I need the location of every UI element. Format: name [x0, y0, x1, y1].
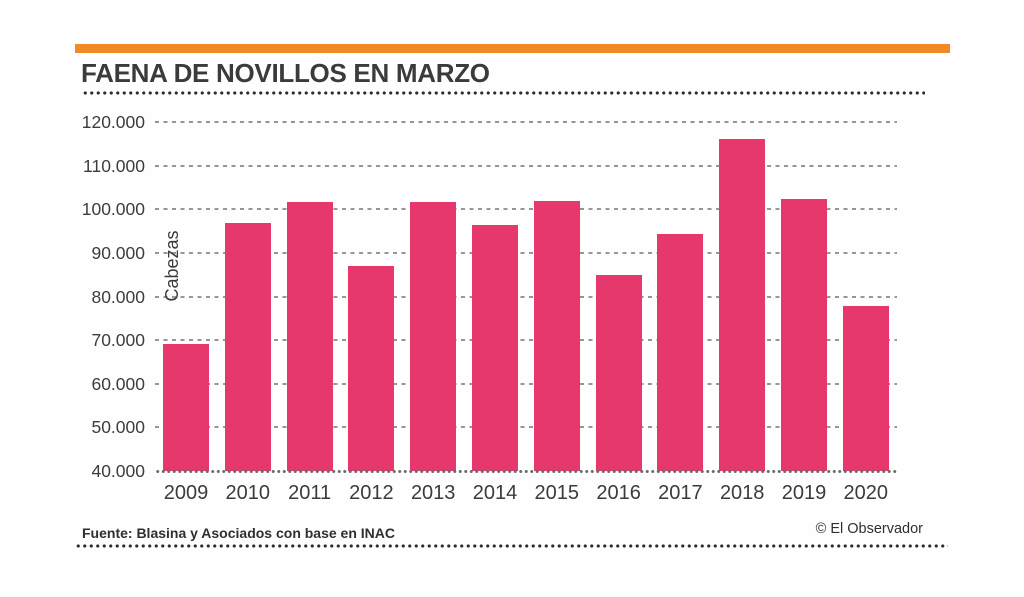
gridline-100000 [155, 208, 897, 211]
y-tick-70000: 70.000 [91, 330, 145, 351]
y-tick-120000: 120.000 [81, 112, 145, 132]
gridline-60000 [155, 382, 897, 385]
footer-divider [75, 544, 948, 548]
bar-2009 [163, 344, 209, 471]
x-tick-2020: 2020 [843, 482, 889, 504]
y-axis-title: Cabezas [162, 230, 182, 302]
accent-bar [75, 44, 950, 53]
gridline-70000 [155, 339, 897, 342]
bar-2019 [781, 199, 827, 471]
x-tick-2010: 2010 [225, 482, 271, 504]
title-divider [82, 91, 925, 95]
y-tick-80000: 80.000 [91, 286, 145, 307]
bar-2017 [657, 234, 704, 471]
x-tick-2012: 2012 [349, 482, 394, 504]
bar-2015 [533, 200, 580, 471]
x-tick-2015: 2015 [534, 482, 580, 504]
chart-title: FAENA DE NOVILLOS EN MARZO [81, 58, 490, 88]
x-tick-2017: 2017 [658, 482, 703, 504]
gridline-90000 [155, 251, 897, 254]
x-tick-2014: 2014 [472, 482, 518, 504]
bar-2018 [719, 139, 766, 471]
gridline-50000 [155, 426, 897, 429]
y-tick-50000: 50.000 [91, 417, 145, 438]
y-tick-60000: 60.000 [91, 373, 145, 394]
y-tick-90000: 90.000 [91, 242, 145, 263]
y-tick-110000: 110.000 [83, 155, 145, 176]
x-tick-2009: 2009 [163, 482, 209, 504]
bar-2013 [410, 202, 457, 471]
bar-2020 [842, 305, 889, 471]
bar-2012 [348, 265, 395, 471]
source-note: Fuente: Blasina y Asociados con base en … [82, 525, 396, 541]
copyright-note: © El Observador [815, 521, 923, 537]
y-tick-40000: 40.000 [91, 461, 145, 481]
x-tick-2011: 2011 [288, 482, 332, 504]
x-tick-2016: 2016 [596, 482, 641, 504]
gridline-40000 [155, 470, 897, 473]
gridline-80000 [155, 295, 897, 298]
x-tick-2018: 2018 [719, 482, 765, 504]
bar-2010 [224, 223, 271, 471]
bar-2011 [286, 201, 333, 471]
y-tick-100000: 100.000 [81, 199, 145, 220]
bar-2014 [472, 224, 518, 471]
bar-2016 [595, 274, 642, 471]
gridline-120000 [155, 121, 897, 123]
gridline-110000 [155, 164, 897, 167]
x-tick-2013: 2013 [410, 482, 456, 504]
x-tick-2019: 2019 [781, 482, 827, 504]
